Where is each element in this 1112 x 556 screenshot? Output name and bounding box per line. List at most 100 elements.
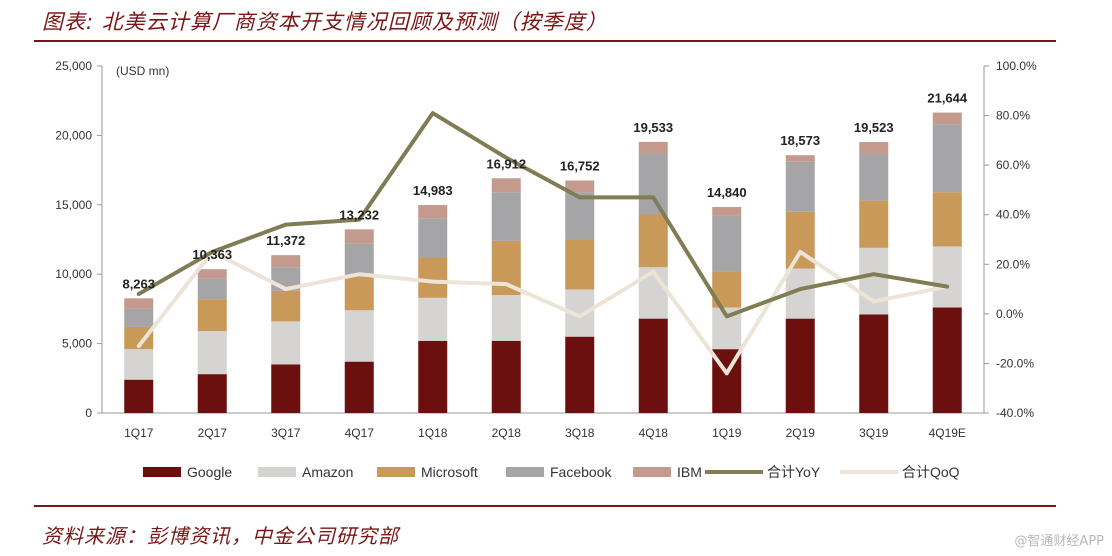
x-tick-label: 2Q17 bbox=[198, 426, 228, 440]
y2-tick-label: 40.0% bbox=[996, 208, 1030, 222]
x-tick-label: 4Q18 bbox=[639, 426, 669, 440]
bar-google bbox=[271, 364, 301, 413]
bar-microsoft bbox=[124, 326, 154, 350]
bar-amazon bbox=[418, 297, 448, 341]
legend-swatch-amazon bbox=[258, 467, 296, 477]
x-tick-label: 4Q19E bbox=[929, 426, 966, 440]
legend-label: IBM bbox=[677, 464, 702, 480]
total-label: 8,263 bbox=[122, 276, 155, 291]
x-tick-label: 1Q19 bbox=[712, 426, 742, 440]
source-note: 资料来源：彭博资讯，中金公司研究部 bbox=[42, 524, 399, 548]
bar-google bbox=[491, 340, 521, 413]
watermark: @智通财经APP bbox=[1014, 534, 1104, 549]
x-tick-label: 1Q18 bbox=[418, 426, 448, 440]
bar-facebook bbox=[418, 218, 448, 258]
y-tick-label: 25,000 bbox=[55, 59, 92, 73]
bar-facebook bbox=[712, 215, 742, 272]
bar-facebook bbox=[932, 124, 962, 193]
figure-title: 图表: 北美云计算厂商资本开支情况回顾及预测（按季度） bbox=[42, 10, 608, 34]
y-tick-label: 5,000 bbox=[62, 337, 92, 351]
bar-ibm bbox=[197, 269, 227, 279]
total-label: 19,523 bbox=[854, 120, 894, 135]
y-tick-label: 20,000 bbox=[55, 128, 92, 142]
y2-tick-label: 60.0% bbox=[996, 158, 1030, 172]
bar-microsoft bbox=[859, 200, 889, 248]
bar-ibm bbox=[712, 207, 742, 216]
y2-tick-label: 20.0% bbox=[996, 257, 1030, 271]
bar-ibm bbox=[418, 205, 448, 219]
legend-label: Amazon bbox=[302, 464, 353, 480]
x-tick-label: 1Q17 bbox=[124, 426, 154, 440]
y2-tick-label: -20.0% bbox=[996, 356, 1034, 370]
bar-facebook bbox=[344, 243, 374, 276]
bar-google bbox=[932, 307, 962, 413]
total-label: 18,573 bbox=[780, 133, 820, 148]
y-tick-label: 10,000 bbox=[55, 267, 92, 281]
bar-ibm bbox=[565, 180, 595, 193]
bar-amazon bbox=[271, 321, 301, 365]
bar-ibm bbox=[859, 142, 889, 154]
legend-swatch-facebook bbox=[506, 467, 544, 477]
total-label: 21,644 bbox=[927, 91, 968, 106]
bar-google bbox=[638, 318, 668, 413]
bar-ibm bbox=[785, 155, 815, 162]
x-tick-label: 3Q18 bbox=[565, 426, 595, 440]
bar-ibm bbox=[491, 178, 521, 193]
x-tick-label: 3Q19 bbox=[859, 426, 889, 440]
legend-label: Facebook bbox=[550, 464, 612, 480]
legend-label: Google bbox=[187, 464, 232, 480]
bar-ibm bbox=[932, 112, 962, 125]
total-label: 14,840 bbox=[707, 185, 747, 200]
y2-tick-label: 100.0% bbox=[996, 59, 1037, 73]
unit-label: (USD mn) bbox=[116, 64, 169, 78]
total-label: 19,533 bbox=[633, 120, 673, 135]
bar-amazon bbox=[197, 331, 227, 375]
bar-ibm bbox=[344, 229, 374, 244]
bar-microsoft bbox=[271, 290, 301, 322]
bar-amazon bbox=[124, 349, 154, 380]
bar-google bbox=[859, 314, 889, 413]
bar-ibm bbox=[638, 141, 668, 154]
bar-amazon bbox=[491, 295, 521, 341]
bar-google bbox=[418, 340, 448, 413]
bar-google bbox=[124, 379, 154, 413]
legend-swatch-microsoft bbox=[377, 467, 415, 477]
x-tick-label: 2Q19 bbox=[786, 426, 816, 440]
bar-facebook bbox=[491, 192, 521, 241]
legend-swatch-ibm bbox=[633, 467, 671, 477]
bar-google bbox=[785, 318, 815, 413]
bar-google bbox=[344, 361, 374, 413]
y2-tick-label: -40.0% bbox=[996, 406, 1034, 420]
bar-microsoft bbox=[932, 192, 962, 247]
bar-google bbox=[565, 336, 595, 413]
total-label: 16,912 bbox=[486, 156, 526, 171]
y2-tick-label: 80.0% bbox=[996, 109, 1030, 123]
capex-chart: 0 5,000 10,000 15,000 20,000 25,000 -40.0% -20.… bbox=[55, 59, 1037, 480]
bar-microsoft bbox=[565, 239, 595, 290]
legend-swatch-google bbox=[143, 467, 181, 477]
total-label: 14,983 bbox=[413, 183, 453, 198]
total-label: 16,752 bbox=[560, 158, 600, 173]
bar-facebook bbox=[197, 278, 227, 300]
bar-microsoft bbox=[344, 275, 374, 311]
y-tick-label: 15,000 bbox=[55, 198, 92, 212]
legend-label: 合计YoY bbox=[767, 464, 821, 480]
bar-google bbox=[197, 374, 227, 413]
legend-label: Microsoft bbox=[421, 464, 478, 480]
bar-facebook bbox=[124, 308, 154, 327]
bar-amazon bbox=[859, 247, 889, 315]
x-tick-label: 2Q18 bbox=[492, 426, 522, 440]
bar-microsoft bbox=[638, 214, 668, 268]
y-tick-label: 0 bbox=[85, 406, 92, 420]
bar-amazon bbox=[932, 246, 962, 308]
bar-facebook bbox=[859, 153, 889, 201]
bar-facebook bbox=[565, 192, 595, 240]
line-yoy bbox=[136, 111, 950, 319]
x-tick-label: 3Q17 bbox=[271, 426, 301, 440]
total-label: 11,372 bbox=[266, 233, 305, 248]
bar-amazon bbox=[344, 310, 374, 362]
y2-tick-label: 0.0% bbox=[996, 307, 1024, 321]
total-label: 13,232 bbox=[339, 207, 379, 222]
legend-label: 合计QoQ bbox=[902, 464, 960, 480]
bar-microsoft bbox=[418, 257, 448, 298]
